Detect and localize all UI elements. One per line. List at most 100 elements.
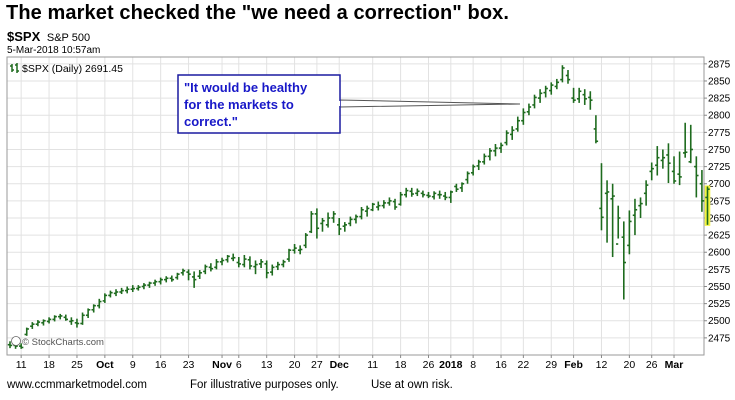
ohlc-bar	[359, 207, 364, 220]
watermark-text: © StockCharts.com	[22, 337, 104, 348]
y-tick-label: 2775	[708, 128, 731, 139]
y-tick-label: 2625	[708, 231, 731, 242]
x-tick-label: 11	[16, 359, 27, 371]
ohlc-bar	[30, 322, 35, 329]
ohlc-bar	[203, 264, 208, 275]
ohlc-bar	[342, 222, 347, 232]
ohlc-bar	[303, 233, 308, 249]
ohlc-legend-icon	[10, 63, 19, 73]
ohlc-bar	[58, 313, 63, 320]
y-tick-label: 2575	[708, 265, 731, 276]
ohlc-bar	[398, 191, 403, 206]
ohlc-bar	[448, 190, 454, 203]
ohlc-bar	[426, 191, 431, 199]
ohlc-bar	[431, 191, 437, 200]
ohlc-bar	[242, 254, 247, 268]
x-tick-label: 20	[289, 359, 301, 371]
headline: The market checked the "we need a correc…	[6, 2, 510, 24]
ohlc-bar	[286, 248, 292, 262]
ohlc-bar	[537, 89, 543, 103]
x-tick-label: 26	[423, 359, 435, 371]
ohlc-bar	[175, 272, 180, 280]
ohlc-bar	[281, 259, 286, 268]
ohlc-bar	[588, 91, 593, 110]
ohlc-bar	[52, 315, 57, 322]
ohlc-bar	[197, 270, 202, 279]
y-tick-label: 2475	[708, 333, 731, 344]
y-tick-label: 2525	[708, 299, 731, 310]
x-tick-label: 26	[646, 359, 658, 371]
ohlc-bar	[487, 148, 493, 161]
ohlc-bar	[264, 260, 269, 279]
ohlc-bar	[225, 254, 230, 263]
ohlc-bar	[660, 149, 666, 169]
ohlc-bar	[292, 244, 297, 254]
ohlc-bar	[403, 187, 409, 198]
annotation-callout: "It would be healthy for the markets to …	[177, 74, 521, 134]
ohlc-bar	[370, 202, 375, 212]
ohlc-bar	[632, 198, 638, 236]
y-tick-label: 2725	[708, 162, 731, 173]
ohlc-bar	[147, 281, 152, 288]
ohlc-bar	[498, 142, 504, 153]
ohlc-bar	[409, 187, 414, 197]
callout-line-3: correct."	[184, 114, 238, 129]
x-tick-label: 9	[130, 359, 136, 371]
y-axis: 2475 2500 2525 2550 2575 2600 2625 2650 2675 2700…	[704, 59, 731, 344]
ohlc-bar	[141, 283, 147, 290]
footer-disclaimer-1: For illustrative purposes only.	[190, 379, 339, 391]
ohlc-bar	[102, 293, 108, 303]
ohlc-bar	[682, 122, 688, 158]
ohlc-bar	[169, 275, 175, 282]
y-tick-label: 2750	[708, 145, 731, 156]
ohlc-bar	[364, 205, 370, 217]
ohlc-bar	[314, 208, 320, 239]
x-tick-label: 18	[43, 359, 55, 371]
ohlc-bar	[554, 78, 560, 90]
x-tick-label: 6	[236, 359, 242, 371]
x-tick-label: 12	[596, 359, 608, 371]
x-tick-label: 20	[624, 359, 636, 371]
ohlc-bar	[63, 314, 68, 321]
ohlc-bar	[560, 65, 565, 83]
ohlc-bar	[91, 304, 96, 313]
footer-site: www.ccmmarketmodel.com	[7, 379, 147, 391]
ohlc-bar	[7, 341, 13, 349]
ohlc-bar	[353, 214, 359, 224]
callout-box	[177, 74, 341, 134]
ohlc-bar	[236, 257, 241, 268]
ohlc-bar	[454, 183, 459, 192]
x-axis: 11 18 25 Oct 9 16 23 Nov 6 13 20 27 Dec 11 18 26 2018 8 16…	[16, 355, 683, 371]
x-tick-label: 11	[367, 359, 378, 371]
x-tick-label: 8	[470, 359, 476, 371]
ohlc-bar	[320, 217, 325, 232]
ohlc-bar	[610, 183, 615, 258]
ohlc-bar	[331, 211, 336, 223]
ohlc-bar	[113, 289, 119, 297]
ohlc-bar	[415, 188, 420, 197]
ohlc-bar	[576, 87, 582, 103]
ticker-symbol: $SPX	[7, 29, 41, 44]
x-tick-label: 16	[155, 359, 167, 371]
ohlc-bar	[465, 171, 470, 184]
ohlc-bar	[638, 197, 643, 218]
ohlc-bar	[214, 259, 219, 270]
ohlc-bar	[470, 164, 476, 176]
ohlc-bar	[24, 327, 29, 336]
ohlc-bar	[688, 124, 693, 164]
ohlc-bar	[532, 94, 537, 109]
timestamp: 5-Mar-2018 10:57am	[7, 45, 101, 56]
y-tick-label: 2500	[708, 316, 731, 327]
ohlc-bar	[18, 343, 24, 349]
ohlc-bar	[420, 190, 426, 198]
x-tick-label: 16	[495, 359, 507, 371]
ohlc-bar	[152, 279, 158, 286]
ohlc-bar	[543, 85, 548, 98]
x-tick-label: Dec	[330, 359, 349, 371]
ohlc-bar	[677, 151, 682, 186]
ohlc-bar	[253, 260, 258, 275]
ohlc-bar	[704, 185, 711, 226]
x-tick-label: Oct	[96, 359, 114, 371]
ohlc-bar	[515, 116, 520, 132]
